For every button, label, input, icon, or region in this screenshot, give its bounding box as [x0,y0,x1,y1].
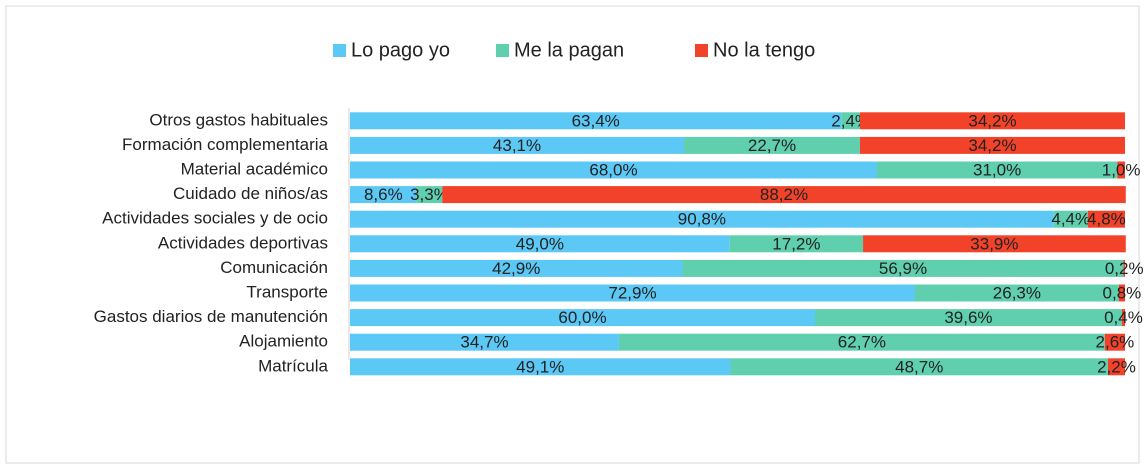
y-tick-label: Actividades sociales y de ocio [102,209,328,228]
bar-segment [841,112,860,130]
data-label: 34,2% [968,111,1016,130]
data-label: 72,9% [608,283,656,302]
y-tick-label: Material académico [181,159,328,178]
bar-segment [350,112,842,130]
y-tick-label: Actividades deportivas [158,233,328,252]
bar-segment [1104,333,1125,351]
data-label: 17,2% [772,234,820,253]
data-label: 34,2% [968,136,1016,155]
y-tick-label: Alojamiento [239,332,328,351]
data-label: 63,4% [572,111,620,130]
bar-segment [416,186,443,204]
data-label: 31,0% [973,160,1021,179]
bar-segment [1053,210,1088,228]
bar-segment [859,112,1125,130]
bar-segment [682,259,1124,277]
data-label: 62,7% [838,333,886,352]
bar-segment [442,186,1126,204]
y-tick-label: Transporte [246,282,328,301]
legend-swatch [496,44,509,57]
bar-segment [914,284,1119,302]
data-label: 68,0% [589,160,637,179]
bar-segment [1121,309,1125,327]
y-tick-label: Gastos diarios de manutención [94,307,328,326]
data-label: 43,1% [493,136,541,155]
data-label: 22,7% [748,136,796,155]
bar-segment [1118,284,1125,302]
data-label: 26,3% [993,283,1041,302]
y-tick-label: Comunicación [220,258,328,277]
bar-segment [1123,259,1125,277]
data-label: 60,0% [558,308,606,327]
legend-swatch [695,44,708,57]
bar-segment [350,284,915,302]
y-tick-label: Otros gastos habituales [149,110,328,129]
bar-segment [729,235,864,253]
data-label: 2,2% [1097,357,1136,376]
bar-segment [859,136,1125,154]
data-label: 56,9% [879,259,927,278]
legend-label: Lo pago yo [351,39,450,61]
data-label: 88,2% [760,185,808,204]
data-label: 1,0% [1102,160,1141,179]
data-label: 0,4% [1104,308,1143,327]
bar-segment [350,333,619,351]
bar-segment [1107,358,1125,376]
data-label: 0,8% [1103,283,1142,302]
data-label: 4,4% [1051,210,1090,229]
y-tick-label: Cuidado de niños/as [173,184,328,203]
bar-segment [350,210,1054,228]
data-label: 39,6% [944,308,992,327]
data-label: 90,8% [678,210,726,229]
bar-segment [350,136,685,154]
data-label: 49,0% [516,234,564,253]
legend-label: Me la pagan [514,39,624,61]
bar-segment [350,259,683,277]
bar-segment [350,309,815,327]
bar-segment [1087,210,1125,228]
data-label: 3,3% [410,185,449,204]
bar-segment [350,235,730,253]
chart-border [5,5,1140,464]
data-label: 48,7% [895,357,943,376]
data-label: 49,1% [516,357,564,376]
bar-segment [350,358,731,376]
bar-segment [863,235,1126,253]
legend-label: No la tengo [713,39,815,61]
data-label: 33,9% [970,234,1018,253]
y-tick-label: Matrícula [258,356,328,375]
bar-segment [684,136,860,154]
data-label: 8,6% [364,185,403,204]
bar-segment [730,358,1108,376]
bar-segment [815,309,1122,327]
data-label: 2,6% [1096,333,1135,352]
legend-swatch [333,44,346,57]
bar-segment [350,186,417,204]
bar-segment [877,161,1118,179]
y-tick-label: Formación complementaria [122,135,329,154]
data-label: 34,7% [460,333,508,352]
data-label: 0,2% [1105,259,1144,278]
data-label: 42,9% [492,259,540,278]
bar-segment [1117,161,1125,179]
bar-segment [350,161,877,179]
data-label: 4,8% [1087,210,1126,229]
bar-segment [618,333,1105,351]
